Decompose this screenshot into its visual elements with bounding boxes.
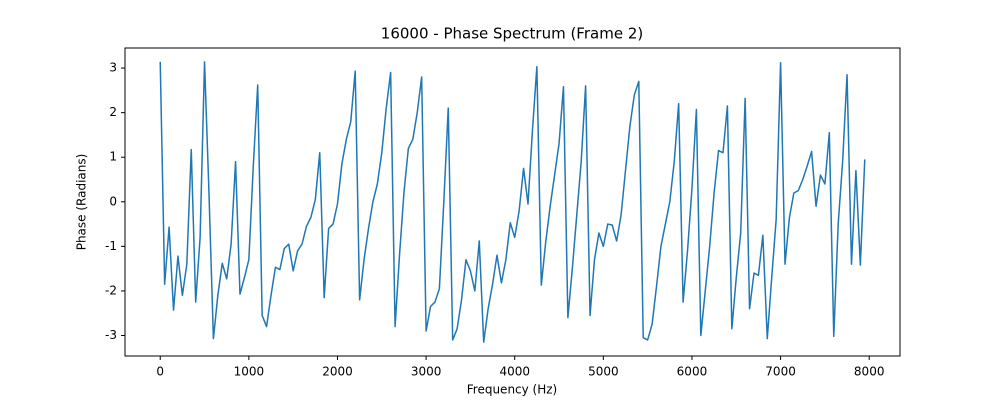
y-tick-label: 1 [109,150,117,164]
y-tick-label: -3 [105,328,117,342]
x-tick-label: 8000 [854,365,885,379]
y-tick-label: -2 [105,283,117,297]
x-tick-label: 7000 [765,365,796,379]
y-tick-label: 2 [109,105,117,119]
x-tick-label: 0 [156,365,164,379]
x-axis-label: Frequency (Hz) [467,383,558,397]
x-tick-label: 1000 [234,365,265,379]
y-tick-label: -1 [105,239,117,253]
x-tick-label: 5000 [588,365,619,379]
x-tick-label: 2000 [322,365,353,379]
y-tick-label: 0 [109,194,117,208]
x-tick-label: 6000 [677,365,708,379]
y-axis-label: Phase (Radians) [75,154,89,251]
x-tick-label: 3000 [411,365,442,379]
data-line [159,61,866,343]
chart-title: 16000 - Phase Spectrum (Frame 2) [381,25,643,43]
y-tick-label: 3 [109,61,117,75]
x-tick-label: 4000 [499,365,530,379]
